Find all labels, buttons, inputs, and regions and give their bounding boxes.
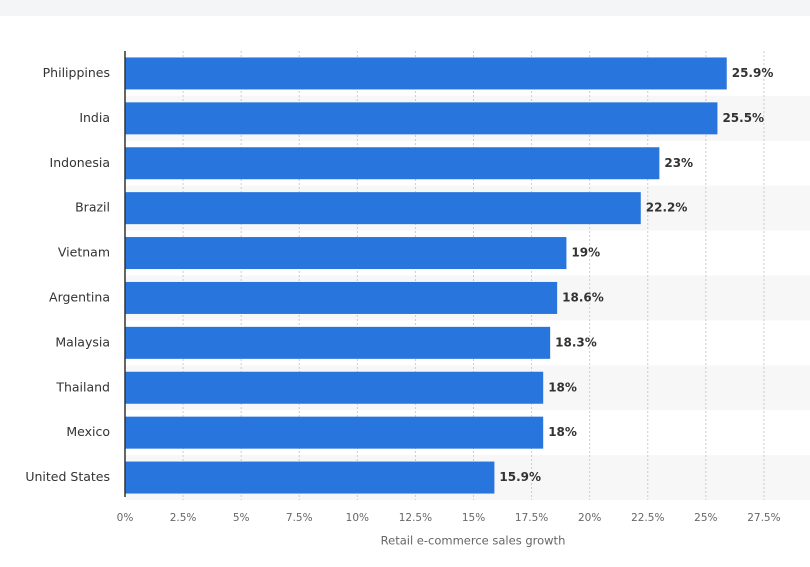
header-strip xyxy=(0,0,810,16)
x-axis-title: Retail e-commerce sales growth xyxy=(381,534,566,548)
x-tick-label: 22.5% xyxy=(631,512,664,524)
y-tick-label: Vietnam xyxy=(58,245,110,260)
y-tick-label: Argentina xyxy=(49,289,110,304)
y-tick-label: Indonesia xyxy=(50,155,110,170)
bar xyxy=(125,461,495,494)
y-tick-label: Brazil xyxy=(75,200,110,215)
value-label: 25.5% xyxy=(722,111,764,125)
value-label: 22.2% xyxy=(646,201,688,215)
bar xyxy=(125,371,544,404)
bar xyxy=(125,192,641,225)
y-tick-label: India xyxy=(79,110,110,125)
y-tick-label: Mexico xyxy=(66,424,110,439)
bar xyxy=(125,102,718,135)
bar xyxy=(125,57,727,90)
x-tick-label: 2.5% xyxy=(170,512,197,524)
value-label: 19% xyxy=(571,246,600,260)
x-tick-label: 27.5% xyxy=(747,512,780,524)
value-label: 18% xyxy=(548,380,577,394)
y-tick-label: United States xyxy=(25,469,110,484)
x-tick-label: 0% xyxy=(117,512,134,524)
x-tick-label: 5% xyxy=(233,512,250,524)
x-tick-label: 17.5% xyxy=(515,512,548,524)
y-tick-label: Malaysia xyxy=(55,334,110,349)
value-label: 15.9% xyxy=(499,470,541,484)
y-tick-label: Philippines xyxy=(43,65,110,80)
x-tick-label: 25% xyxy=(694,512,717,524)
x-tick-label: 12.5% xyxy=(399,512,432,524)
bar xyxy=(125,237,567,270)
y-tick-label: Thailand xyxy=(55,379,110,394)
x-tick-label: 20% xyxy=(578,512,601,524)
value-label: 18% xyxy=(548,425,577,439)
value-label: 18.3% xyxy=(555,335,597,349)
x-tick-label: 15% xyxy=(462,512,485,524)
bar xyxy=(125,326,551,359)
bar xyxy=(125,416,544,449)
value-label: 25.9% xyxy=(732,66,774,80)
value-label: 18.6% xyxy=(562,290,604,304)
bar xyxy=(125,281,558,314)
bar xyxy=(125,147,660,180)
value-label: 23% xyxy=(664,156,693,170)
x-tick-label: 7.5% xyxy=(286,512,313,524)
x-tick-label: 10% xyxy=(346,512,369,524)
